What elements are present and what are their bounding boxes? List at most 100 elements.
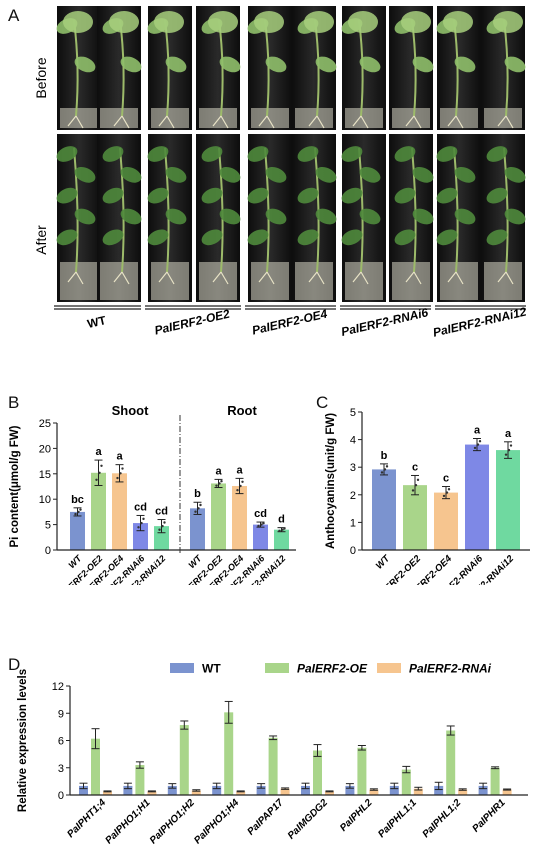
plant-leaf: [341, 229, 363, 246]
bar: [389, 785, 399, 795]
expression-y-label: Relative expression levels: [17, 669, 29, 812]
data-point: [380, 471, 384, 474]
plant-root: [308, 115, 325, 129]
data-point: [507, 448, 511, 452]
plant-leaf: [486, 146, 508, 162]
bar: [369, 789, 379, 795]
significance-letter: b: [194, 488, 201, 500]
plant-leaf: [315, 166, 337, 183]
plant-leaf: [359, 208, 381, 225]
x-tick-label: PaIPAP17: [245, 797, 286, 838]
bar: [103, 791, 112, 795]
plant-leaf: [208, 11, 238, 33]
plant-root: [113, 271, 130, 285]
x-tick-label: PaIPHR1: [470, 797, 508, 835]
plant-leaf: [412, 166, 434, 183]
data-point: [158, 528, 161, 531]
pi-y-label: Pi content(μmol/g FW): [9, 425, 21, 547]
data-point: [447, 488, 451, 491]
culture-medium: [199, 262, 237, 300]
bar: [147, 791, 157, 795]
data-point: [260, 523, 263, 526]
bar: [91, 738, 100, 795]
plant-leaf: [297, 146, 319, 162]
plant-leaf: [412, 208, 434, 225]
data-point: [509, 444, 513, 447]
culture-medium: [345, 108, 383, 128]
data-point: [236, 488, 239, 492]
data-point: [140, 521, 143, 525]
plant-leaf: [147, 146, 169, 162]
plant-leaf: [443, 11, 473, 33]
data-point: [77, 510, 80, 514]
x-tick-label: PaIPHO1;H1: [103, 797, 152, 846]
data-point: [194, 510, 197, 513]
data-point: [442, 494, 446, 498]
y-tick-label: 3: [350, 462, 356, 474]
culture-medium: [100, 262, 138, 300]
plant-leaf: [165, 166, 187, 183]
genotype-label: PaIERF2-RNAi6: [340, 305, 430, 339]
x-tick-label: PaIPHO1;H4: [192, 797, 241, 846]
culture-medium: [295, 262, 333, 300]
plant-leaf: [486, 229, 508, 246]
bar: [135, 765, 145, 795]
plant-root: [352, 115, 369, 129]
data-point: [215, 484, 218, 487]
bar: [345, 785, 355, 795]
culture-medium: [345, 262, 383, 300]
y-tick-label: 1: [350, 517, 356, 529]
x-tick-label: PaIMGDG2: [286, 797, 331, 842]
plant-leaf: [359, 56, 381, 73]
plant-root: [158, 115, 175, 129]
plant-root: [308, 271, 325, 285]
panel-letter-d: D: [8, 655, 21, 674]
bar: [133, 523, 148, 550]
plant-leaf: [247, 229, 269, 246]
data-point: [95, 478, 98, 481]
bar: [301, 785, 310, 795]
y-tick-label: 10: [39, 494, 51, 506]
row-label-before: Before: [33, 57, 49, 98]
bar: [313, 750, 322, 795]
data-point: [281, 528, 284, 531]
y-tick-label: 15: [39, 469, 51, 481]
data-point: [116, 476, 119, 480]
genotype-label: PaIERF2-OE2: [153, 307, 231, 338]
plant-leaf: [394, 146, 416, 162]
plant-root: [258, 115, 275, 129]
significance-letter: cd: [155, 506, 168, 518]
bar: [403, 485, 427, 550]
plant-leaf: [341, 187, 363, 204]
bar: [401, 769, 411, 795]
y-tick-label: 0: [45, 545, 51, 557]
plant-leaf: [401, 11, 431, 33]
plant-leaf: [315, 208, 337, 225]
culture-medium: [251, 262, 289, 300]
plant-leaf: [147, 229, 169, 246]
bar: [167, 785, 177, 795]
bar: [253, 524, 268, 550]
y-tick-label: 2: [350, 490, 356, 502]
data-point: [478, 440, 482, 443]
significance-letter: bc: [71, 494, 84, 506]
plant-leaf: [297, 229, 319, 246]
significance-letter: c: [443, 473, 449, 485]
data-point: [137, 526, 140, 529]
significance-letter: a: [215, 465, 222, 477]
legend-swatch: [377, 663, 401, 673]
plant-leaf: [102, 229, 124, 246]
data-point: [504, 453, 508, 456]
plant-root: [405, 271, 422, 285]
bar: [502, 789, 512, 795]
culture-medium: [484, 108, 522, 128]
bar: [490, 767, 500, 795]
bar: [434, 785, 444, 795]
data-point: [161, 524, 164, 528]
plant-leaf: [63, 11, 93, 33]
significance-letter: a: [116, 451, 123, 463]
plant-leaf: [394, 187, 416, 204]
bar: [236, 791, 246, 795]
bar: [91, 472, 106, 550]
